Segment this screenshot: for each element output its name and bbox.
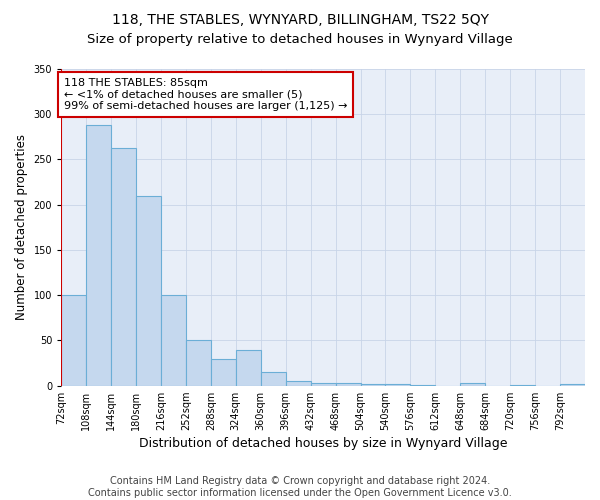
Bar xyxy=(86,125,111,386)
Bar xyxy=(261,372,286,386)
Text: Size of property relative to detached houses in Wynyard Village: Size of property relative to detached ho… xyxy=(87,32,513,46)
Bar xyxy=(136,196,161,386)
Bar xyxy=(61,295,86,386)
Bar xyxy=(111,148,136,386)
Bar xyxy=(211,358,236,386)
Bar xyxy=(560,384,585,386)
Bar xyxy=(410,385,436,386)
Text: 118 THE STABLES: 85sqm
← <1% of detached houses are smaller (5)
99% of semi-deta: 118 THE STABLES: 85sqm ← <1% of detached… xyxy=(64,78,347,111)
Text: Contains HM Land Registry data © Crown copyright and database right 2024.
Contai: Contains HM Land Registry data © Crown c… xyxy=(88,476,512,498)
Bar xyxy=(335,383,361,386)
Bar xyxy=(460,383,485,386)
Bar xyxy=(510,385,535,386)
Bar xyxy=(286,381,311,386)
Bar xyxy=(361,384,385,386)
X-axis label: Distribution of detached houses by size in Wynyard Village: Distribution of detached houses by size … xyxy=(139,437,508,450)
Bar xyxy=(186,340,211,386)
Bar xyxy=(161,295,186,386)
Bar xyxy=(311,383,335,386)
Y-axis label: Number of detached properties: Number of detached properties xyxy=(15,134,28,320)
Bar xyxy=(236,350,261,386)
Text: 118, THE STABLES, WYNYARD, BILLINGHAM, TS22 5QY: 118, THE STABLES, WYNYARD, BILLINGHAM, T… xyxy=(112,12,488,26)
Bar xyxy=(385,384,410,386)
